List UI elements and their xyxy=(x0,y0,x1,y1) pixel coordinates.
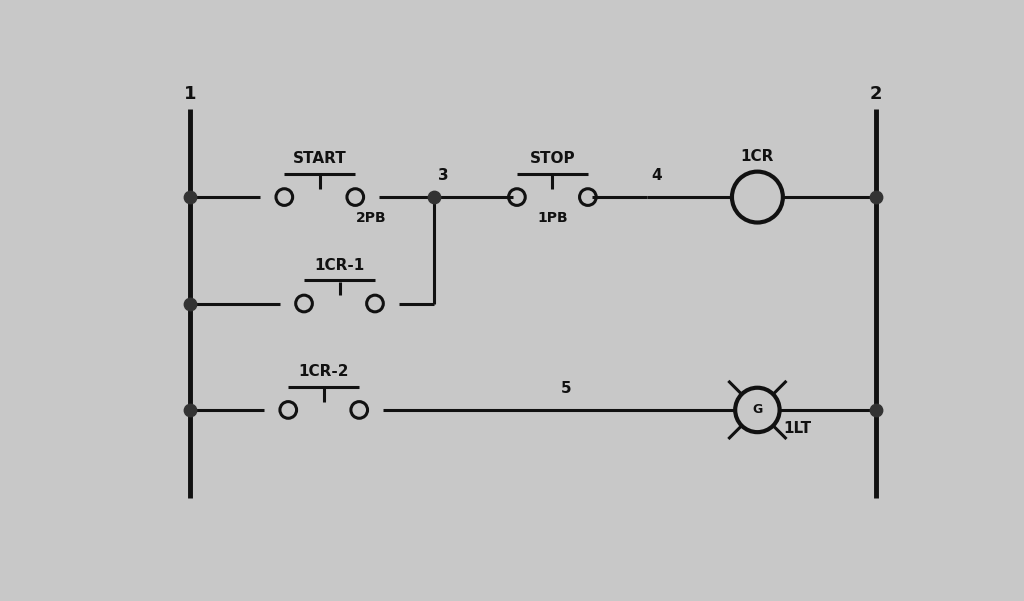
Text: STOP: STOP xyxy=(529,151,575,166)
Point xyxy=(867,405,884,415)
Text: 5: 5 xyxy=(561,381,571,396)
Text: 1LT: 1LT xyxy=(783,421,812,436)
Point xyxy=(426,192,442,202)
Text: G: G xyxy=(753,403,763,416)
Point xyxy=(181,299,198,308)
Text: 4: 4 xyxy=(651,168,662,183)
Text: START: START xyxy=(293,151,347,166)
Point xyxy=(867,192,884,202)
Text: 1PB: 1PB xyxy=(537,211,567,225)
Text: 1CR-2: 1CR-2 xyxy=(298,364,349,379)
Text: 2PB: 2PB xyxy=(355,211,386,225)
Text: 3: 3 xyxy=(438,168,449,183)
Point xyxy=(181,405,198,415)
Point xyxy=(181,192,198,202)
Text: 1CR-1: 1CR-1 xyxy=(314,258,365,273)
Text: 1: 1 xyxy=(183,85,196,103)
Text: 1CR: 1CR xyxy=(740,149,774,164)
Text: 2: 2 xyxy=(869,85,882,103)
